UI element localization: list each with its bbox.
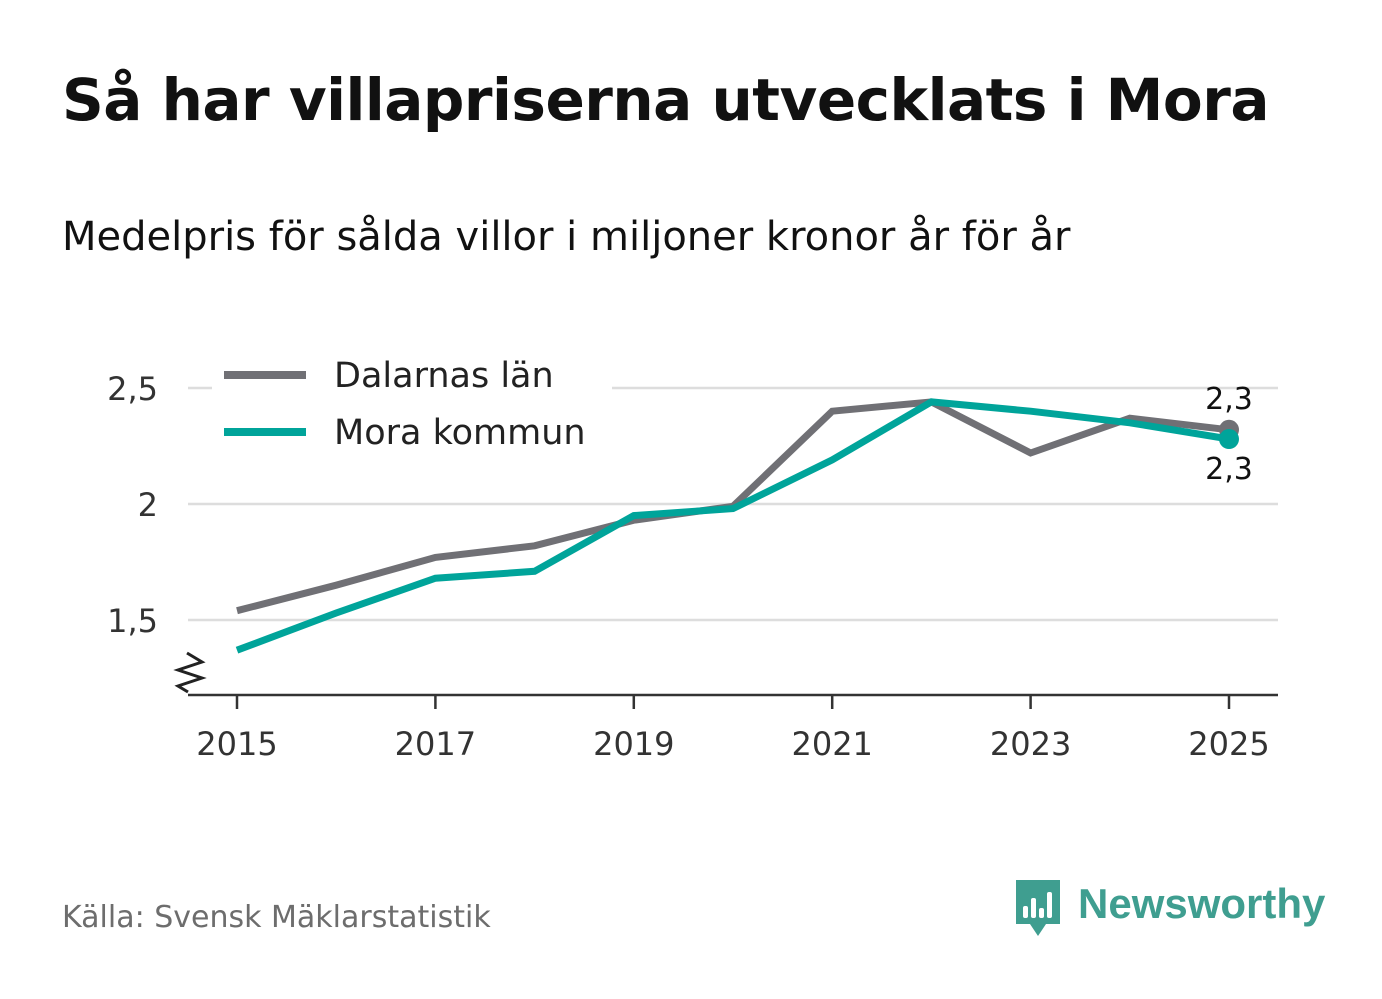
series-line bbox=[235, 398, 1230, 654]
legend-label: Mora kommun bbox=[334, 413, 586, 453]
legend-label: Dalarnas län bbox=[334, 356, 554, 396]
brand-name: Newsworthy bbox=[1078, 880, 1326, 927]
x-tick-label: 2021 bbox=[791, 725, 872, 763]
end-value-label: 2,3 bbox=[1205, 382, 1253, 417]
series-lines bbox=[235, 398, 1239, 654]
chart-subtitle: Medelpris för sålda villor i miljoner kr… bbox=[62, 214, 1071, 260]
y-tick-label: 2,5 bbox=[107, 370, 158, 408]
x-tick-label: 2023 bbox=[990, 725, 1071, 763]
chart-title: Så har villapriserna utvecklats i Mora bbox=[62, 66, 1269, 134]
x-axis-ticks: 2015 2017 2019 2021 2023 2025 bbox=[196, 695, 1270, 763]
x-tick-label: 2025 bbox=[1188, 725, 1269, 763]
source-note: Källa: Svensk Mäklarstatistik bbox=[62, 900, 491, 935]
legend: Dalarnas län Mora kommun bbox=[212, 354, 612, 462]
x-axis bbox=[173, 651, 1278, 697]
x-tick-label: 2017 bbox=[395, 725, 476, 763]
newsworthy-logo-icon bbox=[1016, 880, 1060, 936]
y-axis-ticks: 1,5 2 2,5 bbox=[107, 370, 158, 640]
end-labels: 2,3 2,3 bbox=[1205, 382, 1253, 487]
end-value-label: 2,3 bbox=[1205, 452, 1253, 487]
x-tick-label: 2015 bbox=[196, 725, 277, 763]
brand-logo: Newsworthy bbox=[1012, 878, 1325, 940]
axis-break-icon bbox=[173, 651, 207, 694]
series-end-point bbox=[1219, 429, 1239, 450]
x-tick-label: 2019 bbox=[593, 725, 674, 763]
y-tick-label: 1,5 bbox=[107, 602, 158, 640]
y-tick-label: 2 bbox=[138, 486, 158, 524]
